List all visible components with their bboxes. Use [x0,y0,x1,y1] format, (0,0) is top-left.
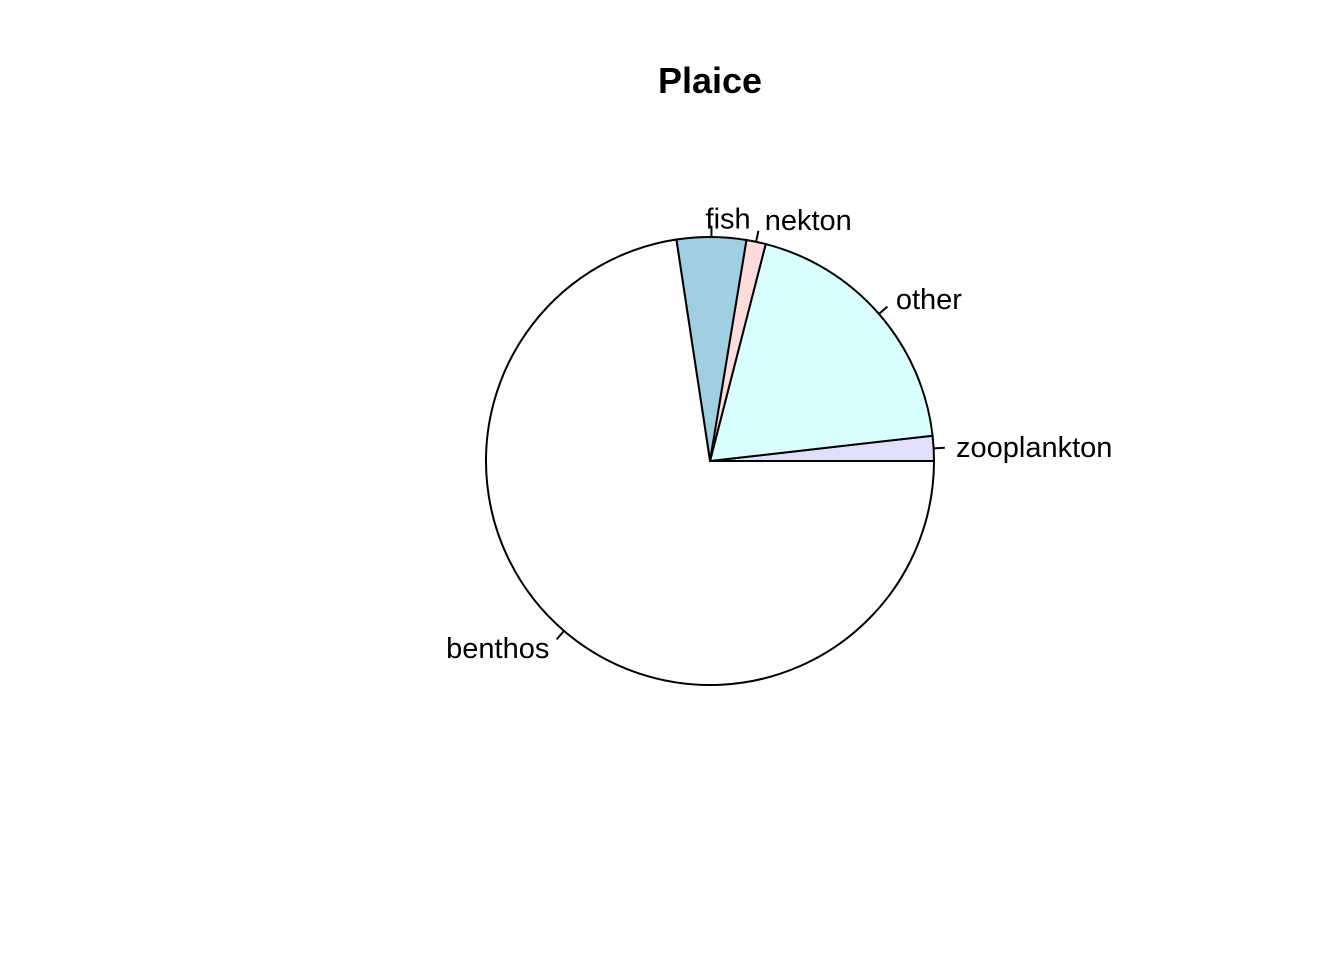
pie-label-nekton: nekton [765,205,852,237]
pie-slices [485,236,936,686]
pie-label-benthos: benthos [446,633,549,665]
pie-label-fish: fish [706,204,751,236]
pie-label-other: other [896,284,962,316]
pie-label-zooplankton: zooplankton [956,432,1112,464]
chart-title: Plaice [658,60,762,101]
pie-tick-nekton [755,230,760,243]
pie-tick-zooplankton [933,446,945,450]
pie-slice-other [708,242,934,463]
pie-labels: zooplankton other nekton fish benthos [446,204,1112,665]
pie-tick-benthos [555,630,565,641]
pie-tick-other [878,305,889,315]
